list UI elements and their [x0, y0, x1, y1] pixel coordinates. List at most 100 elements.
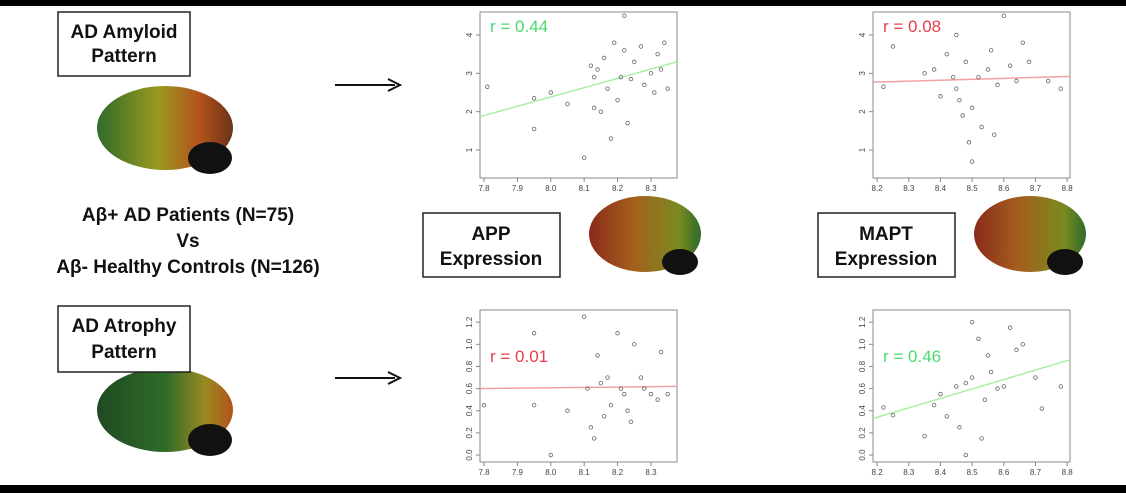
- point: [628, 76, 634, 82]
- point: [985, 353, 991, 358]
- box-text: Expression: [440, 249, 542, 270]
- x-tick-label: 7.8: [478, 468, 490, 477]
- point: [642, 386, 647, 391]
- point: [944, 51, 949, 57]
- point: [969, 319, 975, 325]
- point: [1020, 342, 1026, 347]
- point: [1058, 384, 1064, 389]
- brain-amyloid: [97, 86, 233, 174]
- arrow: [335, 78, 403, 92]
- x-tick-label: 8.4: [935, 468, 947, 477]
- point: [565, 408, 570, 413]
- x-tick-label: 8.2: [872, 468, 884, 477]
- point: [992, 132, 997, 137]
- point: [608, 136, 614, 141]
- point: [531, 403, 537, 408]
- brain-atrophy: [97, 368, 233, 456]
- box-text: MAPT: [859, 224, 913, 245]
- fit-line: [479, 61, 678, 118]
- point: [605, 375, 610, 380]
- x-tick-label: 8.8: [1062, 184, 1074, 193]
- point: [1014, 78, 1019, 84]
- point: [588, 425, 594, 430]
- point: [957, 425, 962, 430]
- point: [988, 369, 994, 375]
- point: [1001, 384, 1007, 389]
- x-tick-label: 8.1: [579, 184, 591, 193]
- label-box: AD Atrophy Pattern: [57, 305, 191, 373]
- point: [622, 391, 627, 397]
- point: [615, 331, 620, 336]
- y-tick-label: 0.0: [465, 449, 474, 461]
- point: [922, 71, 927, 76]
- y-tick-label: 1: [465, 147, 474, 152]
- point: [954, 32, 959, 38]
- x-tick-label: 8.6: [998, 468, 1010, 477]
- point: [565, 101, 570, 107]
- point: [954, 384, 959, 389]
- point: [585, 386, 590, 391]
- point: [881, 84, 886, 89]
- point: [632, 342, 637, 347]
- point: [612, 40, 617, 45]
- y-tick-label: 1.2: [465, 316, 474, 328]
- point: [548, 90, 553, 95]
- y-tick-label: 4: [858, 32, 867, 37]
- r-annotation: r = 0.44: [490, 17, 548, 36]
- point: [638, 375, 644, 380]
- plot-frame: [872, 309, 1071, 463]
- point: [985, 67, 991, 72]
- x-tick-label: 8.5: [967, 468, 979, 477]
- plot-frame: [479, 11, 678, 179]
- point: [944, 414, 949, 419]
- point: [1058, 86, 1064, 91]
- point: [976, 74, 981, 80]
- point: [655, 51, 660, 57]
- point: [969, 159, 975, 164]
- r-annotation: r = 0.08: [883, 17, 941, 36]
- point: [662, 40, 667, 45]
- point: [1020, 40, 1026, 45]
- point: [618, 386, 624, 391]
- point: [581, 155, 587, 160]
- point: [957, 97, 962, 103]
- point: [950, 74, 956, 80]
- point: [938, 391, 943, 397]
- point: [648, 71, 654, 76]
- y-tick-label: 0.4: [858, 405, 867, 417]
- point: [931, 403, 937, 408]
- point: [598, 380, 604, 386]
- y-tick-label: 1.0: [858, 338, 867, 350]
- point: [976, 336, 981, 341]
- point: [890, 412, 896, 418]
- label-box: AD Amyloid Pattern: [57, 11, 191, 77]
- point: [652, 90, 657, 95]
- brain-app: [589, 196, 701, 275]
- point: [605, 86, 610, 91]
- x-tick-label: 8.3: [645, 184, 657, 193]
- point: [982, 397, 988, 402]
- point: [960, 113, 965, 118]
- point: [665, 391, 670, 397]
- y-tick-label: 0.0: [858, 449, 867, 461]
- point: [531, 96, 537, 101]
- x-tick-label: 7.8: [478, 184, 490, 193]
- point: [655, 397, 660, 402]
- point: [995, 386, 1000, 391]
- point: [963, 59, 968, 65]
- box-text: Pattern: [91, 342, 156, 363]
- y-tick-label: 0.4: [465, 405, 474, 417]
- x-tick-label: 8.5: [967, 184, 979, 193]
- y-tick-label: 0.2: [858, 427, 867, 439]
- group-text: Aβ+ AD Patients (N=75): [82, 205, 294, 226]
- point: [638, 44, 644, 49]
- point: [481, 403, 487, 408]
- point: [591, 105, 597, 111]
- point: [485, 84, 490, 89]
- r-annotation: r = 0.01: [490, 347, 548, 366]
- point: [1039, 406, 1045, 411]
- y-tick-label: 0.6: [465, 382, 474, 394]
- point: [622, 48, 627, 53]
- point: [598, 109, 604, 114]
- point: [602, 414, 607, 419]
